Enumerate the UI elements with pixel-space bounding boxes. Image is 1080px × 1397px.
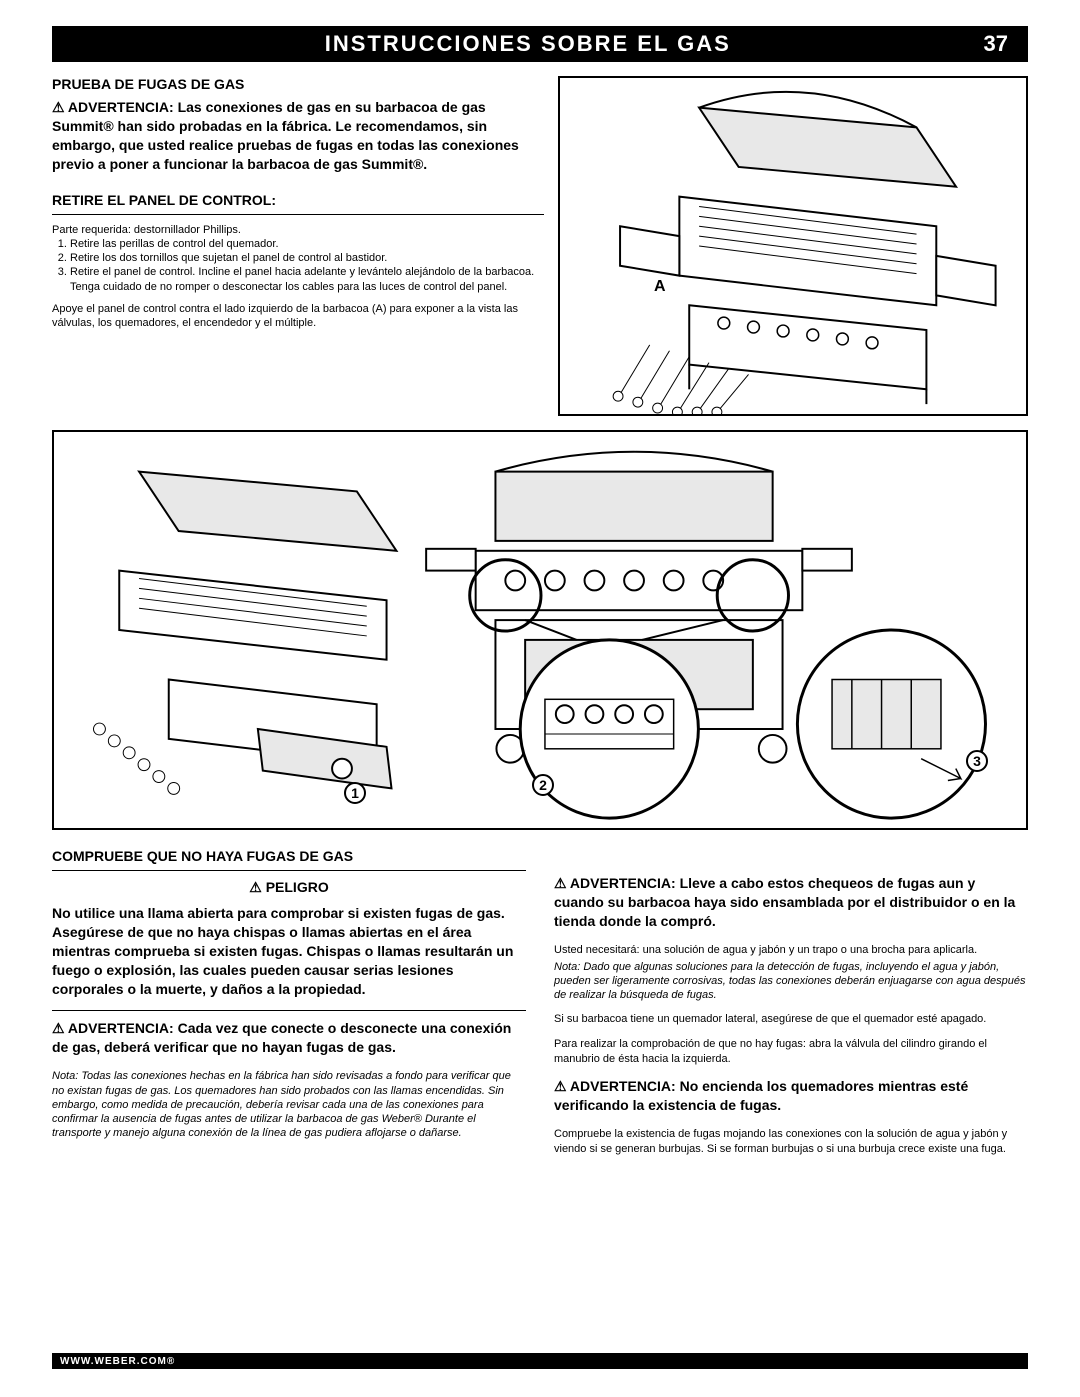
callout-3: 3 (966, 750, 988, 772)
warning-reconnect: ⚠ ADVERTENCIA: Cada vez que conecte o de… (52, 1019, 526, 1057)
bottom-columns: COMPRUEBE QUE NO HAYA FUGAS DE GAS ⚠ PEL… (52, 848, 1028, 1166)
figure-label-a: A (654, 278, 666, 296)
bubble-check: Compruebe la existencia de fugas mojando… (554, 1127, 1028, 1157)
figure-top: A (558, 76, 1028, 416)
step-item: Retire los dos tornillos que sujetan el … (70, 251, 544, 265)
factory-note: Nota: Todas las conexiones hechas en la … (52, 1069, 526, 1140)
warning-leak-test: ⚠ ADVERTENCIA: Las conexiones de gas en … (52, 98, 544, 174)
step-item: Retire las perillas de control del quema… (70, 237, 544, 251)
need-solution: Usted necesitará: una solución de agua y… (554, 943, 1028, 1003)
section-rule (52, 214, 544, 215)
after-steps-note: Apoye el panel de control contra el lado… (52, 302, 544, 331)
section-heading-check-leaks: COMPRUEBE QUE NO HAYA FUGAS DE GAS (52, 848, 526, 864)
bottom-left-col: COMPRUEBE QUE NO HAYA FUGAS DE GAS ⚠ PEL… (52, 848, 526, 1166)
side-burner-off: Si su barbacoa tiene un quemador lateral… (554, 1012, 1028, 1027)
page-header: INSTRUCCIONES SOBRE EL GAS 37 (52, 26, 1028, 62)
page-title: INSTRUCCIONES SOBRE EL GAS (72, 31, 984, 57)
grill-diagram-main (54, 432, 1026, 828)
footer-url: WWW.WEBER.COM® (60, 1356, 175, 1367)
bottom-right-col: ⚠ ADVERTENCIA: Lleve a cabo estos cheque… (554, 848, 1028, 1166)
section-heading-leak-test: PRUEBA DE FUGAS DE GAS (52, 76, 544, 92)
open-valve: Para realizar la comprobación de que no … (554, 1037, 1028, 1067)
page-footer: WWW.WEBER.COM® (52, 1353, 1028, 1369)
grill-diagram-top (560, 78, 1026, 414)
warning-assembled: ⚠ ADVERTENCIA: Lleve a cabo estos cheque… (554, 874, 1028, 931)
steps-list: Retire las perillas de control del quema… (70, 237, 544, 294)
parts-required: Parte requerida: destornillador Phillips… (52, 223, 544, 237)
page-number: 37 (984, 31, 1008, 57)
callout-2: 2 (532, 774, 554, 796)
section-rule (52, 870, 526, 871)
callout-1: 1 (344, 782, 366, 804)
need-solution-text: Usted necesitará: una solución de agua y… (554, 944, 977, 956)
figure-main: 1 2 3 (52, 430, 1028, 830)
solution-note: Nota: Dado que algunas soluciones para l… (554, 960, 1028, 1003)
danger-heading: ⚠ PELIGRO (52, 879, 526, 896)
section-rule (52, 1010, 526, 1011)
left-column: PRUEBA DE FUGAS DE GAS ⚠ ADVERTENCIA: La… (52, 76, 544, 416)
warning-no-ignite: ⚠ ADVERTENCIA: No encienda los quemadore… (554, 1077, 1028, 1115)
section-heading-remove-panel: RETIRE EL PANEL DE CONTROL: (52, 192, 544, 208)
step-item: Retire el panel de control. Incline el p… (70, 265, 544, 294)
danger-body: No utilice una llama abierta para compro… (52, 904, 526, 998)
top-row: PRUEBA DE FUGAS DE GAS ⚠ ADVERTENCIA: La… (52, 76, 1028, 416)
